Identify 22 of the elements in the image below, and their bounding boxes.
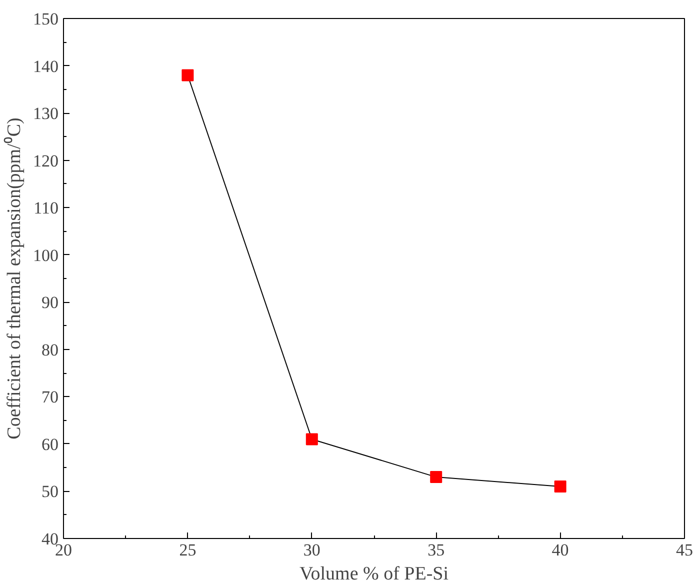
y-tick-label: 140 (33, 56, 58, 76)
x-axis-title: Volume % of PE-Si (299, 564, 449, 584)
point (306, 433, 318, 446)
x-tick-label: 35 (428, 540, 445, 560)
y-tick-label: 120 (33, 151, 58, 170)
x-tick-label: 25 (179, 540, 196, 560)
y-tick-label: 80 (42, 340, 58, 360)
y-tick-label: 90 (42, 293, 58, 312)
y-tick-label: 100 (33, 246, 58, 265)
y-tick-label: 150 (33, 10, 58, 28)
y-tick-label: 50 (42, 482, 58, 502)
point (554, 480, 566, 492)
y-tick-label: 60 (42, 434, 58, 454)
y-tick-label: 70 (42, 388, 58, 407)
x-tick-label: 45 (676, 540, 693, 560)
x-tick-label: 40 (552, 540, 569, 560)
x-tick-label: 30 (303, 540, 320, 560)
point (182, 69, 194, 82)
point (430, 471, 442, 484)
y-tick-label: 110 (34, 198, 59, 218)
y-tick-label: 130 (33, 104, 58, 124)
y-axis-title: Coefficient of thermal expansion(ppm/⁰C) (3, 118, 25, 440)
